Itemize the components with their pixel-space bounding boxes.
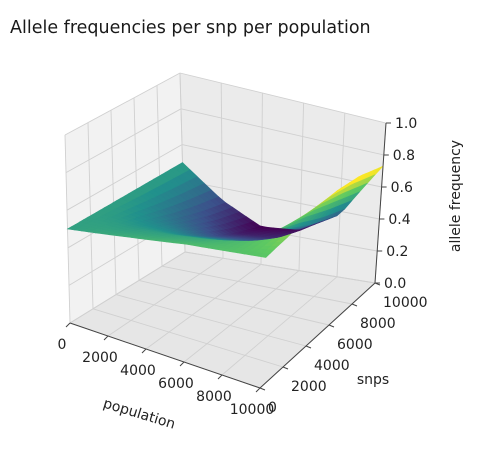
x-tick	[103, 335, 109, 341]
left-gridline	[69, 251, 186, 324]
back-gridline	[179, 72, 387, 124]
y-tick	[282, 366, 289, 370]
chart-title: Allele frequencies per snp per populatio…	[10, 18, 371, 38]
back-gridline	[181, 144, 382, 188]
floor-gridline	[145, 264, 262, 350]
x-tick-label: 6000	[158, 376, 194, 392]
y-tick	[328, 324, 335, 328]
floor-gridline	[92, 308, 284, 368]
left-gridline	[65, 108, 182, 173]
surface-patch	[177, 162, 191, 172]
y-tick-label: 4000	[314, 358, 350, 374]
floor-gridline	[138, 279, 330, 326]
x-tick-label: 4000	[120, 363, 156, 379]
y-tick	[351, 303, 358, 307]
z-tick-label: 1.0	[395, 116, 417, 132]
x-tick	[255, 387, 261, 393]
x-tick	[65, 322, 71, 328]
floor-gridline	[161, 265, 353, 305]
left-gridline	[66, 144, 183, 211]
y-tick-label: 0	[268, 400, 277, 416]
back-gridline	[182, 179, 380, 220]
y-tick-label: 10000	[383, 295, 428, 311]
y-tick-label: 6000	[337, 337, 373, 353]
x-tick-label: 8000	[196, 389, 232, 405]
floor-gridline	[107, 257, 224, 337]
y-tick-label: 8000	[360, 316, 396, 332]
x-tick	[141, 348, 147, 354]
left-gridline	[64, 72, 181, 136]
floor-gridline	[115, 294, 307, 347]
floor-gridline	[221, 276, 338, 376]
y-axis-label: snps	[357, 372, 389, 388]
z-axis-label: allele frequency	[448, 140, 464, 252]
z-tick-label: 0.4	[388, 212, 410, 228]
z-tick-label: 0.6	[391, 180, 413, 196]
x-axis-line	[69, 322, 261, 389]
x-tick	[217, 374, 223, 380]
x-axis-label: population	[101, 396, 177, 433]
x-tick-label: 0	[58, 337, 67, 353]
back-pane	[180, 73, 386, 283]
floor-gridline	[183, 270, 300, 363]
back-gridline	[298, 102, 305, 271]
y-tick	[305, 345, 312, 349]
y-axis-line	[259, 282, 376, 389]
z-tick-label: 0.2	[386, 244, 408, 260]
y-tick-label: 2000	[291, 379, 327, 395]
y-tick	[259, 387, 266, 391]
x-tick-label: 2000	[82, 350, 118, 366]
floor-gridline	[184, 251, 376, 284]
z-axis-line	[374, 122, 387, 284]
x-tick-label: 10000	[230, 402, 275, 418]
z-tick-label: 0.8	[393, 148, 415, 164]
z-tick-label: 0.0	[384, 276, 406, 292]
back-gridline	[180, 108, 384, 156]
x-tick	[179, 361, 185, 367]
floor-pane	[70, 252, 375, 388]
